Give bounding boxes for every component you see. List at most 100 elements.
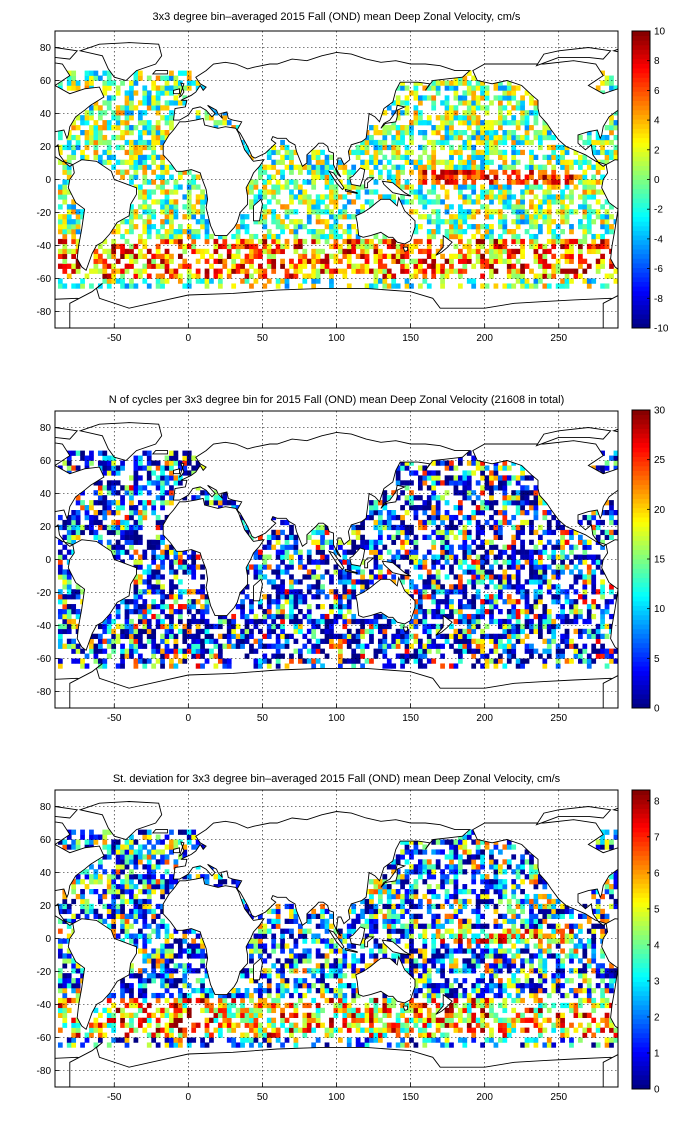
heatmap-cell [555,268,561,274]
heatmap-cell [257,599,263,605]
heatmap-cell [337,599,343,605]
heatmap-cell [346,263,352,269]
heatmap-cell [422,559,428,565]
heatmap-cell [511,599,517,605]
heatmap-cell [569,638,574,644]
heatmap-cell [426,164,432,170]
heatmap-cell [244,628,250,635]
heatmap-cell [489,648,494,654]
heatmap-cell [66,229,72,235]
heatmap-cell [120,519,125,526]
heatmap-cell [462,475,468,481]
heatmap-cell [284,589,290,595]
heatmap-cell [293,263,299,269]
heatmap-cell [551,549,557,555]
heatmap-cell [502,623,508,630]
colorbar-segment [632,91,650,97]
heatmap-cell [537,574,543,580]
heatmap-cell [271,263,277,269]
heatmap-cell [391,510,397,516]
heatmap-cell [204,604,210,610]
heatmap-cell [564,179,570,185]
heatmap-cell [475,105,481,111]
heatmap-cell [129,258,134,264]
heatmap-cell [169,623,174,630]
heatmap-cell [449,613,454,620]
heatmap-cell [57,594,63,600]
heatmap-cell [560,229,565,235]
heatmap-cell [435,613,441,620]
heatmap-cell [97,480,103,486]
heatmap-cell [106,100,112,106]
heatmap-cell [169,485,174,491]
heatmap-cell [386,174,392,180]
heatmap-cell [293,589,299,595]
heatmap-cell [151,584,157,590]
heatmap-cell [57,194,63,200]
heatmap-cell [551,174,557,180]
heatmap-cell [97,648,103,654]
heatmap-cell [413,564,419,570]
heatmap-cell [533,495,539,501]
heatmap-cell [373,144,379,151]
heatmap-cell [489,149,494,156]
heatmap-cell [475,199,481,205]
heatmap-cell [573,589,579,595]
heatmap-cell [89,268,94,274]
heatmap-cell [440,653,445,659]
heatmap-cell [293,179,299,185]
heatmap-cell [337,243,343,250]
heatmap-cell [62,224,68,230]
heatmap-cell [289,179,294,185]
heatmap-cell [489,159,494,165]
heatmap-cell [595,638,601,644]
heatmap-cell [457,559,463,565]
heatmap-cell [57,569,63,575]
heatmap-cell [582,169,588,175]
heatmap-cell [400,130,405,136]
heatmap-cell [169,584,174,590]
heatmap-cell [182,648,188,654]
heatmap-cell [444,549,450,555]
heatmap-cell [315,559,321,565]
heatmap-cell [106,460,112,466]
heatmap-cell [75,115,81,121]
heatmap-cell [400,169,405,175]
heatmap-cell [542,189,548,195]
heatmap-cell [493,658,499,664]
heatmap-cell [373,258,379,264]
heatmap-cell [600,594,605,600]
heatmap-cell [133,519,139,526]
heatmap-cell [569,604,574,610]
heatmap-cell [591,574,597,580]
chart-title: N of cycles per 3x3 degree bin for 2015 … [109,394,565,406]
heatmap-cell [382,663,388,669]
heatmap-cell [440,273,445,279]
heatmap-cell [582,214,588,220]
heatmap-cell [422,130,428,136]
heatmap-cell [275,278,281,284]
heatmap-cell [217,273,223,279]
heatmap-cell [155,539,161,545]
heatmap-cell [177,243,183,250]
heatmap-cell [404,495,410,501]
heatmap-cell [355,194,361,200]
heatmap-cell [111,229,117,235]
heatmap-cell [297,594,303,600]
heatmap-cell [506,544,512,550]
heatmap-cell [369,125,374,131]
heatmap-cell [573,564,579,570]
heatmap-cell [426,569,432,575]
heatmap-cell [520,623,525,630]
heatmap-cell [537,214,543,220]
heatmap-cell [324,653,330,659]
heatmap-cell [249,253,254,259]
heatmap-cell [102,85,108,91]
heatmap-cell [573,554,579,560]
heatmap-cell [391,110,397,116]
heatmap-cell [324,263,330,269]
heatmap-cell [177,594,183,600]
heatmap-cell [537,613,543,620]
heatmap-cell [71,609,77,615]
heatmap-cell [471,470,477,476]
